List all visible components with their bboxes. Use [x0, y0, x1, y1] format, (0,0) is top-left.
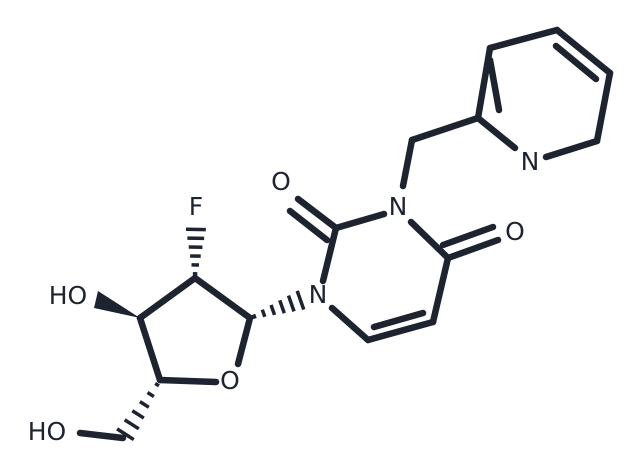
atom-label: HO [28, 417, 66, 446]
hash-line [146, 391, 155, 399]
hash-line [278, 299, 286, 314]
atom-label: O [220, 366, 240, 395]
bonds [76, 26, 614, 442]
hash-line [251, 313, 257, 320]
hash-line [154, 381, 160, 388]
atom-label: N [309, 280, 328, 309]
atom-label: N [521, 147, 540, 176]
atom-label: F [189, 192, 203, 221]
atom-label: O [505, 217, 525, 246]
atom-label: N [389, 192, 408, 221]
atom-label: O [271, 167, 291, 196]
hash-line [116, 427, 135, 442]
hash-line [286, 295, 296, 312]
hash-line [295, 290, 306, 311]
hash-line [260, 309, 267, 318]
hash-line [131, 409, 145, 420]
hashed-bonds [116, 227, 306, 442]
wedge-bond [94, 291, 140, 318]
hash-line [123, 418, 140, 431]
hash-line [269, 304, 277, 316]
atom-label: HO [49, 281, 87, 310]
hash-line [138, 400, 150, 409]
